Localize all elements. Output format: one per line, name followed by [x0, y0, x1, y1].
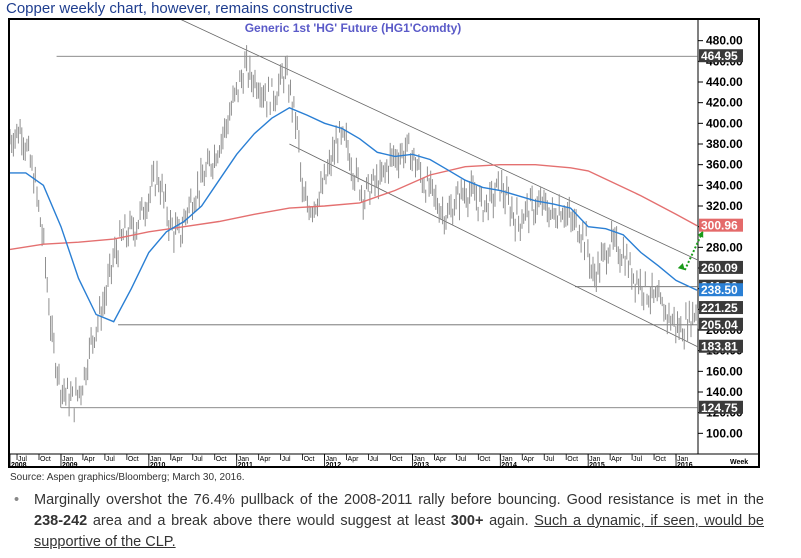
x-month-label: Oct — [391, 456, 402, 463]
x-month-label: Jul — [106, 456, 115, 463]
chart-title: Generic 1st 'HG' Future (HG1'Comdty) — [245, 21, 462, 35]
x-month-label: Oct — [655, 456, 666, 463]
price-tag-label: 464.95 — [701, 49, 738, 63]
x-month-label: Apr — [435, 456, 447, 463]
x-month-label: Jan — [150, 456, 161, 463]
y-tick-label: 100.00 — [706, 426, 743, 440]
price-tag-box — [699, 260, 743, 274]
page-title: Copper weekly chart, however, remains co… — [6, 0, 353, 17]
price-tag-box — [699, 283, 743, 297]
x-year-label: 2008 — [11, 462, 27, 468]
commentary-bold-range: 238-242 — [34, 513, 88, 529]
y-tick-label: 400.00 — [706, 116, 743, 130]
channel-line — [289, 143, 698, 347]
price-tag-label: 183.81 — [701, 340, 738, 354]
y-tick-label: 340.00 — [706, 178, 743, 192]
x-year-label: 2014 — [501, 462, 517, 468]
price-tag-label: 260.09 — [701, 261, 738, 275]
commentary-underlined: Such a dynamic, if seen, would be suppor… — [34, 513, 764, 550]
y-tick-label: 380.00 — [706, 137, 743, 151]
target-arrow-line — [683, 230, 705, 271]
x-month-label: Jul — [457, 456, 466, 463]
y-tick-label: 440.00 — [706, 75, 743, 89]
y-tick-label: 480.00 — [706, 34, 743, 48]
price-series-bars — [10, 45, 698, 423]
x-month-label: Jan — [326, 456, 337, 463]
x-month-label: Jan — [501, 456, 512, 463]
x-month-label: Jan — [62, 456, 73, 463]
price-tag-box — [699, 301, 743, 315]
price-tag-box — [699, 339, 743, 353]
copper-weekly-chart: 100.00120.00140.00160.00180.00200.00220.… — [9, 20, 760, 468]
x-month-label: Jul — [545, 456, 554, 463]
commentary-bold-target: 300+ — [450, 513, 484, 529]
x-month-label: Jul — [282, 456, 291, 463]
commentary-part-3: again. — [483, 513, 535, 529]
x-month-label: Apr — [611, 456, 623, 463]
price-tag-label: 124.75 — [701, 401, 738, 415]
commentary-part-2: area and a break above there would sugge… — [87, 513, 451, 529]
price-tag-box — [699, 218, 743, 232]
price-tag-label: 238.50 — [701, 283, 738, 297]
x-month-label: Apr — [348, 456, 360, 463]
x-year-label: 2009 — [62, 462, 78, 468]
x-month-label: Apr — [172, 456, 184, 463]
bullet-dot: • — [14, 492, 20, 508]
y-tick-label: 280.00 — [706, 240, 743, 254]
x-frequency-label: Week — [730, 459, 748, 466]
x-month-label: Oct — [479, 456, 490, 463]
x-year-label: 2016 — [677, 462, 693, 468]
x-month-label: Jan — [677, 456, 688, 463]
target-arrow-tail-head — [677, 263, 685, 271]
commentary-part-1: Marginally overshot the 76.4% pullback o… — [34, 492, 764, 508]
price-tag-label: 221.25 — [701, 301, 738, 315]
source-note: Source: Aspen graphics/Bloomberg; March … — [10, 472, 245, 483]
long-moving-average-line — [10, 163, 698, 251]
y-tick-label: 360.00 — [706, 158, 743, 172]
y-tick-label: 160.00 — [706, 364, 743, 378]
channel-line — [180, 20, 698, 261]
x-month-label: Jul — [369, 456, 378, 463]
x-month-label: Jul — [194, 456, 203, 463]
price-tag-box — [699, 317, 743, 331]
price-tag-label: 300.96 — [701, 219, 738, 233]
x-year-label: 2013 — [413, 462, 429, 468]
x-month-label: Oct — [304, 456, 315, 463]
x-month-label: Jul — [18, 456, 27, 463]
x-month-label: Oct — [40, 456, 51, 463]
x-month-label: Jan — [238, 456, 249, 463]
y-tick-label: 140.00 — [706, 385, 743, 399]
x-year-label: 2010 — [150, 462, 166, 468]
y-tick-label: 420.00 — [706, 96, 743, 110]
commentary-bullet: • Marginally overshot the 76.4% pullback… — [14, 490, 764, 553]
y-tick-label: 320.00 — [706, 199, 743, 213]
x-month-label: Oct — [567, 456, 578, 463]
price-tag-box — [699, 49, 743, 63]
target-arrow-head — [697, 230, 704, 238]
x-month-label: Jan — [589, 456, 600, 463]
x-year-label: 2015 — [589, 462, 605, 468]
x-month-label: Jan — [413, 456, 424, 463]
x-month-label: Jul — [633, 456, 642, 463]
x-year-label: 2011 — [238, 462, 253, 468]
commentary-text: Marginally overshot the 76.4% pullback o… — [14, 490, 764, 553]
x-month-label: Oct — [128, 456, 139, 463]
chart-frame — [8, 18, 760, 468]
price-tag-label: 205.04 — [701, 318, 738, 332]
price-tag-box — [699, 400, 743, 414]
x-month-label: Apr — [260, 456, 272, 463]
x-month-label: Apr — [523, 456, 535, 463]
short-moving-average-line — [10, 107, 698, 323]
x-month-label: Apr — [84, 456, 96, 463]
x-month-label: Oct — [216, 456, 227, 463]
x-year-label: 2012 — [326, 462, 342, 468]
